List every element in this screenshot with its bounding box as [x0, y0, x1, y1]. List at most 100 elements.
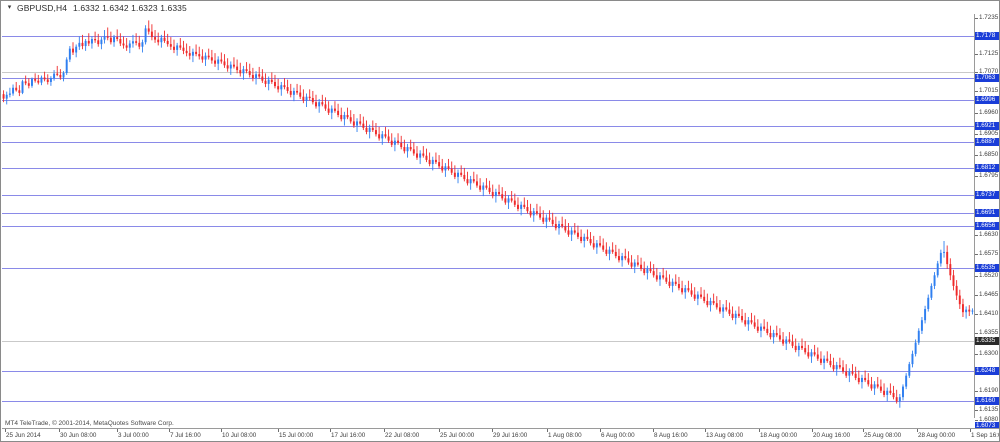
candle-body [744, 320, 747, 325]
tick-mark [975, 17, 978, 19]
candle-body [665, 277, 668, 282]
price-value-text: 1.7235 [979, 14, 999, 21]
candle-body [835, 365, 838, 370]
candle-body [545, 217, 548, 222]
candle-body [207, 55, 210, 58]
candle-body [677, 283, 680, 289]
price-level-line[interactable] [2, 142, 974, 143]
price-level-line[interactable] [2, 401, 974, 402]
price-tick-label: 1.6630 [975, 231, 999, 239]
candle-body [961, 304, 964, 313]
candle-body [321, 102, 324, 105]
price-tick-label: 1.7235 [975, 14, 999, 22]
candle-body [507, 198, 510, 203]
price-level-line[interactable] [2, 195, 974, 196]
candle-body [239, 70, 242, 74]
candle-body [879, 386, 882, 391]
candle-body [201, 56, 204, 60]
price-level-line[interactable] [2, 213, 974, 214]
price-scale-axis[interactable]: 1.7235 1.7178 1.7125 1.7070 1.7063 1.7015 1.69… [974, 14, 999, 441]
candle-body [330, 108, 333, 113]
candle-body [333, 108, 336, 111]
tick-mark [278, 429, 279, 432]
candle-body [305, 96, 308, 101]
candle-body [425, 155, 428, 160]
candle-body [144, 28, 147, 43]
price-level-line[interactable] [2, 36, 974, 37]
candle-body [457, 172, 459, 177]
candle-body [927, 297, 930, 309]
candle-body [715, 303, 718, 308]
candle-body [160, 37, 163, 43]
candle-body [24, 81, 27, 84]
chart-menu-icon[interactable]: ▾ [7, 4, 12, 11]
chart-plot-area[interactable] [2, 14, 974, 418]
tick-mark [221, 429, 222, 432]
candle-body [258, 74, 261, 77]
candle-body [674, 281, 677, 284]
candle-body [251, 74, 254, 79]
price-tick-label: 1.7125 [975, 50, 999, 58]
candle-body [72, 48, 74, 53]
tick-mark [384, 429, 385, 432]
price-level-line[interactable] [2, 226, 974, 227]
time-label-text: 25 Aug 08:00 [864, 432, 902, 439]
candle-body [750, 320, 753, 323]
candle-body [185, 50, 188, 54]
price-level-line[interactable] [2, 268, 974, 269]
time-label-text: 18 Aug 00:00 [760, 432, 798, 439]
time-label-text: 25 Jun 2014 [6, 432, 41, 439]
price-value-text: 1.6355 [979, 329, 999, 336]
candle-body [671, 281, 674, 286]
candle-body [646, 268, 649, 274]
candle-body [229, 64, 232, 69]
candle-body [586, 236, 589, 240]
candle-body [472, 179, 475, 182]
candle-body [274, 81, 276, 87]
tick-mark [975, 390, 978, 392]
candle-body [75, 46, 78, 53]
price-value-text: 1.7125 [979, 50, 999, 57]
candle-body [150, 31, 153, 38]
price-value-text: 1.6335 [975, 337, 999, 345]
candle-body [892, 392, 895, 398]
candle-body [381, 134, 384, 139]
candle-body [659, 275, 661, 280]
price-level-line[interactable] [2, 168, 974, 169]
candle-body [90, 39, 93, 44]
candle-body [226, 65, 229, 69]
candle-body [46, 79, 49, 82]
candle-body [668, 281, 671, 286]
candle-body [829, 360, 832, 366]
candle-body [955, 285, 958, 296]
candle-body [725, 307, 728, 310]
price-level-line[interactable] [2, 100, 974, 101]
price-level-line[interactable] [2, 371, 974, 372]
candle-body [510, 198, 513, 201]
candle-body [431, 159, 434, 165]
price-value-text: 1.6737 [975, 191, 999, 199]
tick-mark [970, 429, 971, 432]
candle-body [264, 80, 267, 84]
candle-body [296, 90, 299, 93]
candle-body [810, 352, 813, 357]
candle-body [741, 316, 744, 321]
price-level-line[interactable] [2, 126, 974, 127]
candle-body [21, 81, 24, 93]
price-level-line[interactable] [2, 78, 974, 79]
candle-body [491, 191, 494, 197]
candle-body [277, 86, 280, 90]
price-value-text: 1.6300 [979, 350, 999, 357]
time-scale-axis[interactable]: 25 Jun 2014 30 Jun 08:00 3 Jul 00:00 7 Jul … [2, 428, 999, 441]
candle-body [236, 66, 239, 71]
candle-body [766, 328, 769, 334]
candle-body [693, 294, 696, 299]
candle-body [412, 149, 415, 154]
candle-body [700, 294, 702, 297]
price-level-label: 1.6073 [975, 422, 999, 430]
price-tick-label: 1.6850 [975, 151, 999, 159]
candle-body [18, 90, 21, 93]
tick-mark [975, 71, 978, 73]
price-value-text: 1.6073 [975, 422, 999, 430]
